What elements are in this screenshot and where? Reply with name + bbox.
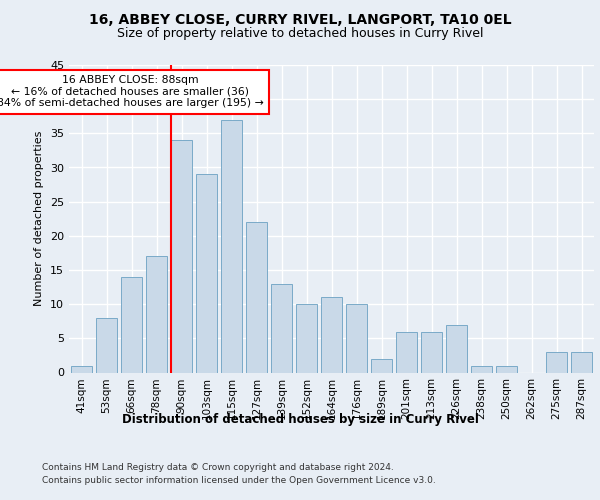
Bar <box>296 304 317 372</box>
Text: Size of property relative to detached houses in Curry Rivel: Size of property relative to detached ho… <box>117 28 483 40</box>
Bar <box>196 174 217 372</box>
Bar <box>321 298 342 372</box>
Bar <box>271 284 292 372</box>
Bar <box>571 352 592 372</box>
Bar <box>221 120 242 372</box>
Bar <box>346 304 367 372</box>
Bar <box>71 366 92 372</box>
Bar <box>146 256 167 372</box>
Bar <box>171 140 192 372</box>
Text: Contains public sector information licensed under the Open Government Licence v3: Contains public sector information licen… <box>42 476 436 485</box>
Bar <box>496 366 517 372</box>
Bar <box>471 366 492 372</box>
Bar <box>121 277 142 372</box>
Bar <box>396 332 417 372</box>
Text: Distribution of detached houses by size in Curry Rivel: Distribution of detached houses by size … <box>122 412 478 426</box>
Text: 16 ABBEY CLOSE: 88sqm
← 16% of detached houses are smaller (36)
84% of semi-deta: 16 ABBEY CLOSE: 88sqm ← 16% of detached … <box>0 75 263 108</box>
Bar <box>371 359 392 372</box>
Bar <box>546 352 567 372</box>
Text: 16, ABBEY CLOSE, CURRY RIVEL, LANGPORT, TA10 0EL: 16, ABBEY CLOSE, CURRY RIVEL, LANGPORT, … <box>89 12 511 26</box>
Y-axis label: Number of detached properties: Number of detached properties <box>34 131 44 306</box>
Bar <box>96 318 117 372</box>
Bar <box>246 222 267 372</box>
Text: Contains HM Land Registry data © Crown copyright and database right 2024.: Contains HM Land Registry data © Crown c… <box>42 462 394 471</box>
Bar <box>421 332 442 372</box>
Bar <box>446 324 467 372</box>
